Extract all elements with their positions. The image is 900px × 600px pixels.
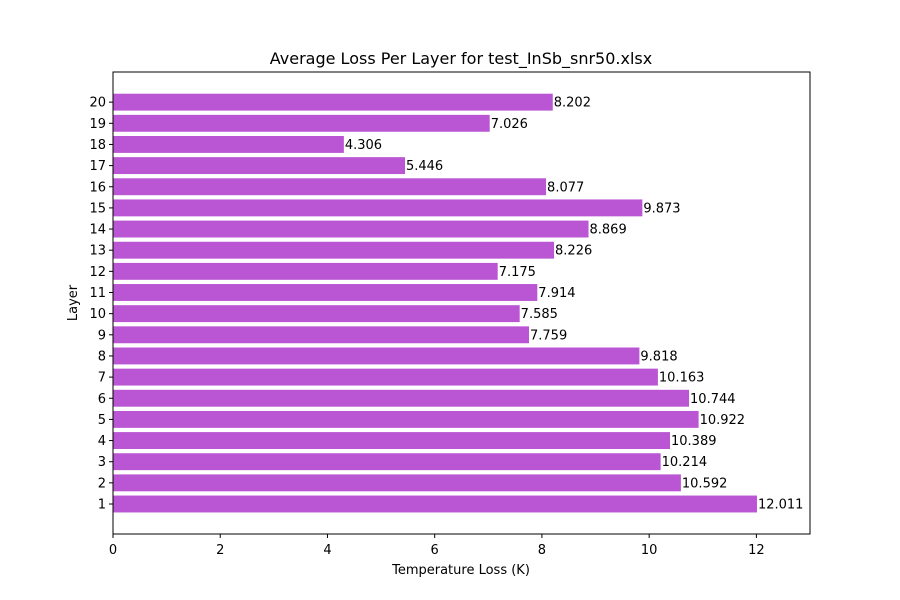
- value-label-layer-5: 10.922: [700, 413, 746, 428]
- y-tick-label: 1: [98, 498, 106, 513]
- value-label-layer-16: 8.077: [547, 180, 584, 195]
- y-tick-label: 2: [98, 476, 106, 491]
- value-labels-group: 12.011 10.592 10.214 10.389 10.922 10.744 10.1…: [345, 96, 804, 513]
- value-label-layer-19: 7.026: [491, 117, 528, 132]
- bar-layer-20: [113, 93, 553, 111]
- bar-layer-9: [113, 326, 530, 344]
- value-label-layer-10: 7.585: [521, 307, 558, 322]
- value-label-layer-20: 8.202: [554, 96, 591, 111]
- bar-layer-13: [113, 241, 555, 259]
- value-label-layer-6: 10.744: [690, 392, 736, 407]
- bar-layer-10: [113, 305, 520, 323]
- y-tick-label: 20: [89, 96, 106, 111]
- y-tick-label: 6: [98, 392, 106, 407]
- value-label-layer-14: 8.869: [590, 223, 627, 238]
- y-tick-label: 13: [89, 244, 106, 259]
- y-tick-label: 14: [89, 223, 106, 238]
- y-tick-label: 3: [98, 455, 106, 470]
- value-label-layer-12: 7.175: [499, 265, 536, 280]
- value-label-layer-9: 7.759: [530, 328, 567, 343]
- y-tick-label: 18: [89, 138, 106, 153]
- bar-layer-16: [113, 178, 547, 196]
- bars-group: [113, 93, 757, 513]
- value-label-layer-8: 9.818: [640, 349, 677, 364]
- bar-layer-8: [113, 347, 640, 365]
- value-label-layer-13: 8.226: [555, 244, 592, 259]
- x-tick-label: 4: [323, 543, 331, 558]
- y-tick-label: 4: [98, 434, 106, 449]
- x-tick-label: 10: [641, 543, 658, 558]
- y-tick-label: 10: [89, 307, 106, 322]
- y-axis-label: Layer: [66, 284, 81, 321]
- y-tick-label: 15: [89, 201, 106, 216]
- x-axis-ticks: 0 2 4 6 8 10 12: [109, 534, 765, 558]
- plot-frame: [112, 71, 811, 535]
- y-tick-label: 5: [98, 413, 106, 428]
- y-tick-label: 19: [89, 117, 106, 132]
- value-label-layer-17: 5.446: [406, 159, 443, 174]
- bar-layer-14: [113, 220, 589, 238]
- bar-layer-19: [113, 114, 490, 132]
- bar-layer-3: [113, 453, 661, 471]
- x-tick-label: 2: [216, 543, 224, 558]
- y-tick-label: 9: [98, 328, 106, 343]
- bar-layer-1: [113, 495, 757, 513]
- bar-layer-4: [113, 432, 671, 449]
- y-tick-label: 8: [98, 349, 106, 364]
- y-tick-label: 7: [98, 371, 106, 386]
- bar-layer-18: [113, 136, 344, 153]
- bar-layer-12: [113, 262, 498, 280]
- value-label-layer-2: 10.592: [682, 476, 728, 491]
- x-tick-label: 0: [109, 543, 117, 558]
- x-tick-label: 6: [431, 543, 439, 558]
- y-tick-label: 11: [89, 286, 106, 301]
- bar-layer-7: [113, 368, 658, 386]
- bar-layer-6: [113, 389, 690, 407]
- y-tick-label: 17: [89, 159, 106, 174]
- value-label-layer-18: 4.306: [345, 138, 382, 153]
- value-label-layer-4: 10.389: [671, 434, 717, 449]
- bar-layer-5: [113, 410, 699, 428]
- y-tick-label: 12: [89, 265, 106, 280]
- bar-layer-11: [113, 284, 538, 301]
- x-axis-label: Temperature Loss (K): [391, 563, 530, 578]
- value-label-layer-1: 12.011: [758, 498, 804, 513]
- bar-layer-15: [113, 199, 643, 217]
- value-label-layer-3: 10.214: [662, 455, 708, 470]
- x-tick-label: 8: [538, 543, 546, 558]
- value-label-layer-11: 7.914: [538, 286, 575, 301]
- value-label-layer-7: 10.163: [659, 371, 705, 386]
- bar-layer-2: [113, 474, 681, 492]
- y-tick-label: 16: [89, 180, 106, 195]
- x-tick-label: 12: [748, 543, 765, 558]
- value-label-layer-15: 9.873: [643, 201, 680, 216]
- chart-title: Average Loss Per Layer for test_InSb_snr…: [270, 49, 652, 69]
- bar-layer-17: [113, 157, 405, 175]
